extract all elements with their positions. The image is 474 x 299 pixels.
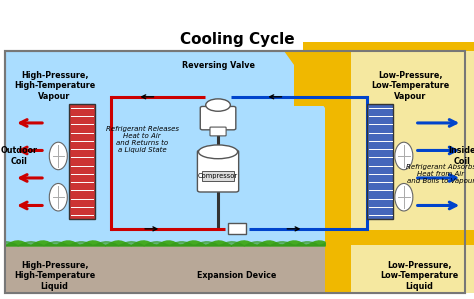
Text: Reversing Valve: Reversing Valve: [182, 61, 255, 70]
FancyBboxPatch shape: [228, 223, 246, 234]
FancyBboxPatch shape: [69, 104, 95, 219]
FancyBboxPatch shape: [367, 104, 393, 219]
Ellipse shape: [206, 99, 230, 111]
Text: Cooling Cycle: Cooling Cycle: [180, 32, 294, 47]
Text: High-Pressure,
High-Temperature
Vapour: High-Pressure, High-Temperature Vapour: [14, 71, 95, 101]
FancyBboxPatch shape: [200, 106, 236, 130]
Ellipse shape: [199, 145, 237, 159]
Polygon shape: [284, 51, 325, 108]
Ellipse shape: [395, 184, 413, 211]
Text: High-Pressure,
High-Temperature
Liquid: High-Pressure, High-Temperature Liquid: [14, 261, 95, 291]
FancyBboxPatch shape: [210, 127, 226, 136]
Text: Low-Pressure,
Low-Temperature
Vapour: Low-Pressure, Low-Temperature Vapour: [371, 71, 449, 101]
FancyBboxPatch shape: [5, 245, 465, 294]
Text: Refrigerant Absorbs
Heat from Air
and Boils to Vapour: Refrigerant Absorbs Heat from Air and Bo…: [406, 164, 474, 184]
FancyBboxPatch shape: [197, 150, 238, 192]
Text: Low-Pressure,
Low-Temperature
Liquid: Low-Pressure, Low-Temperature Liquid: [380, 261, 459, 291]
FancyBboxPatch shape: [5, 51, 465, 294]
Ellipse shape: [395, 142, 413, 170]
FancyBboxPatch shape: [202, 171, 234, 181]
Text: Inside
Coil: Inside Coil: [448, 146, 474, 166]
Polygon shape: [294, 51, 325, 106]
FancyBboxPatch shape: [325, 51, 351, 294]
Polygon shape: [303, 42, 474, 51]
Text: Outdoor
Coil: Outdoor Coil: [0, 146, 37, 166]
FancyBboxPatch shape: [325, 230, 474, 245]
Ellipse shape: [49, 142, 67, 170]
Text: Compressor: Compressor: [198, 173, 238, 179]
Text: Refrigerant Releases
Heat to Air
and Returns to
a Liquid State: Refrigerant Releases Heat to Air and Ret…: [106, 126, 179, 153]
Ellipse shape: [49, 184, 67, 211]
FancyBboxPatch shape: [351, 51, 474, 294]
Text: Expansion Device: Expansion Device: [197, 271, 277, 280]
